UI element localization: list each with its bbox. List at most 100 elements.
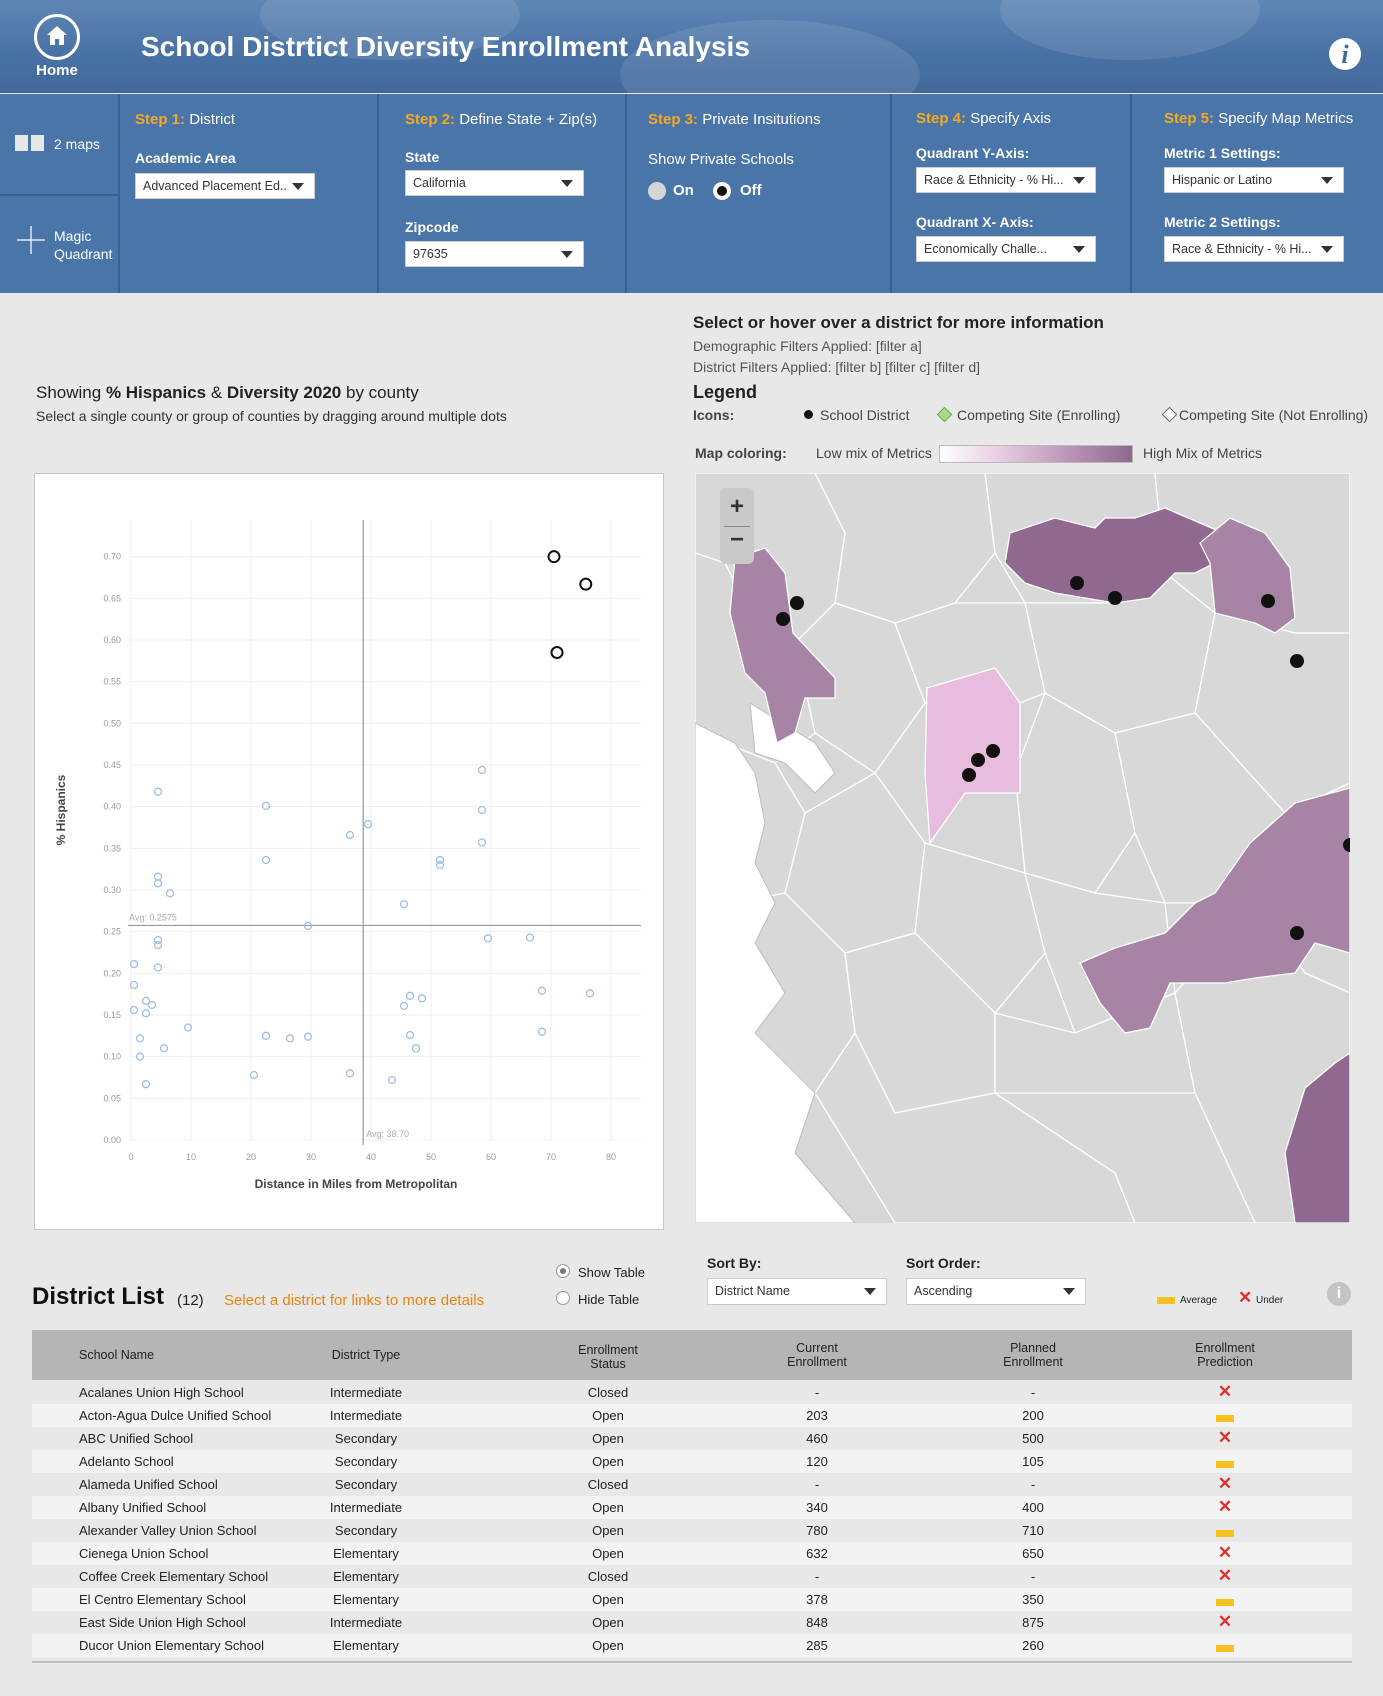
y-tick-label: 0.45 [103,760,121,770]
y-tick-label: 0.30 [103,885,121,895]
y-axis-select[interactable]: Race & Ethnicity - % Hi... [916,167,1096,193]
chevron-down-icon [1073,246,1085,253]
cell-school-name[interactable]: Adelanto School [79,1454,174,1469]
info-icon[interactable]: i [1329,38,1361,70]
state-select[interactable]: California [405,170,584,196]
table-row[interactable]: Albany Unified School Intermediate Open 340… [32,1496,1352,1519]
metric-1-select[interactable]: Hispanic or Latino [1164,167,1344,193]
cell-school-name[interactable]: Acton-Agua Dulce Unified School [79,1408,272,1423]
school-district-marker [1108,591,1122,605]
average-bar-icon [1175,1640,1275,1655]
divider [625,94,627,293]
cell-school-name[interactable]: Acalanes Union High School [79,1385,244,1400]
table-row[interactable]: East Side Union High School Intermediate O… [32,1611,1352,1634]
cell-enrollment-status: Open [592,1454,624,1469]
cell-school-name[interactable]: ABC Unified School [79,1431,194,1446]
cell-school-name[interactable]: Albany Unified School [79,1500,207,1515]
home-label[interactable]: Home [36,62,78,79]
col-enrollment-status[interactable]: Enrollment Status [578,1343,638,1371]
quadrant-label: Quadrant [54,246,113,262]
data-point [387,1075,397,1085]
cell-planned-enrollment: - [1030,1385,1036,1400]
data-point [363,820,373,829]
table-info-icon[interactable]: i [1327,1282,1351,1306]
divider [118,94,120,293]
cell-school-name[interactable]: Coffee Creek Elementary School [79,1569,269,1584]
data-point [129,1005,139,1015]
col-enrollment-prediction[interactable]: Enrollment Prediction [1195,1341,1255,1369]
col-current-enrollment[interactable]: Current Enrollment [787,1341,847,1369]
school-district-marker [1070,576,1084,590]
magic-quadrant-button[interactable]: Magic Quadrant [0,196,118,293]
home-button[interactable] [34,14,80,60]
y-axis-label: Quadrant Y-Axis: [916,145,1030,161]
hide-table-radio[interactable] [556,1291,570,1305]
sort-by-select[interactable]: District Name [707,1278,887,1305]
private-on-radio[interactable] [648,182,666,200]
sort-by-label: Sort By: [707,1255,762,1271]
y-tick-label: 0.40 [103,802,121,812]
table-row[interactable]: El Centro Elementary School Elementary Ope… [32,1588,1352,1611]
col-planned-enrollment[interactable]: Planned Enrollment [1003,1341,1063,1369]
cell-school-name[interactable]: Alameda Unified School [79,1477,218,1492]
average-bar-icon [1175,1594,1275,1609]
county-high-metric [1079,787,1350,1034]
chevron-down-icon [1063,1288,1075,1295]
table-row[interactable]: ABC Unified School Secondary Open 460 500 ✕ [32,1427,1352,1450]
cell-school-name[interactable]: El Centro Elementary School [79,1592,246,1607]
table-row[interactable]: Alameda Unified School Secondary Closed - - ✕ [32,1473,1352,1496]
x-tick-label: 30 [306,1152,316,1162]
show-table-radio[interactable] [556,1264,570,1278]
data-point [153,935,163,945]
highlighted-point [547,550,561,564]
table-row[interactable]: Ducor Union Elementary School Elementary O… [32,1634,1352,1657]
school-district-marker [986,744,1000,758]
col-district-type[interactable]: District Type [331,1348,401,1362]
x-tick-label: 80 [606,1152,616,1162]
table-bottom-border [32,1661,1352,1663]
sort-order-label: Sort Order: [906,1255,981,1271]
data-point [537,1027,547,1036]
table-row[interactable]: Adelanto School Secondary Open 120 105 [32,1450,1352,1473]
data-point [483,934,493,943]
two-maps-button[interactable]: 2 maps [0,94,118,196]
zoom-out-button[interactable]: − [729,526,744,553]
cell-school-name[interactable]: Ducor Union Elementary School [79,1638,264,1653]
table-row[interactable]: Cienega Union School Elementary Open 632 650… [32,1542,1352,1565]
private-off-radio[interactable] [713,182,731,200]
scatter-chart[interactable]: 0.00 0.05 0.10 0.15 0.20 0.25 0.30 0.35 0.40 0.45… [35,474,663,1229]
chevron-down-icon [292,183,304,190]
school-district-marker [1290,654,1304,668]
county-high-metric [729,547,836,744]
district-map[interactable] [695,473,1350,1223]
data-point [435,855,445,865]
table-row[interactable]: Acalanes Union High School Intermediate Cl… [32,1381,1352,1404]
magic-label: Magic [54,228,92,244]
table-row[interactable]: Alexander Valley Union School Secondary Op… [32,1519,1352,1542]
district-filters: District Filters Applied: [filter b] [fi… [693,359,981,375]
cell-school-name[interactable]: Alexander Valley Union School [79,1523,257,1538]
cell-district-type: Secondary [334,1454,398,1469]
zoom-in-button[interactable]: + [729,493,744,520]
x-tick-label: 70 [546,1152,556,1162]
cell-current-enrollment: - [814,1477,820,1492]
two-maps-icon [31,135,44,151]
col-school-name[interactable]: School Name [79,1348,155,1362]
legend-school-district: School District [820,407,910,423]
academic-area-select[interactable]: Advanced Placement Ed.. [135,173,315,199]
icons-label: Icons: [693,407,735,423]
zipcode-select[interactable]: 97635 [405,241,584,267]
x-axis-select[interactable]: Economically Challe... [916,236,1096,262]
under-x-icon: ✕ [1238,1288,1253,1307]
metric-2-select[interactable]: Race & Ethnicity - % Hi... [1164,236,1344,262]
data-point [345,830,355,840]
cell-school-name[interactable]: East Side Union High School [79,1615,246,1630]
cell-school-name[interactable]: Cienega Union School [79,1546,209,1561]
cell-enrollment-status: Open [592,1592,624,1607]
under-x-icon: ✕ [1217,1543,1233,1562]
sort-order-select[interactable]: Ascending [906,1278,1086,1305]
high-mix-label: High Mix of Metrics [1143,445,1263,461]
table-row[interactable]: Coffee Creek Elementary School Elementary… [32,1565,1352,1588]
table-row[interactable]: Acton-Agua Dulce Unified School Intermedi… [32,1404,1352,1427]
data-point [303,921,313,930]
